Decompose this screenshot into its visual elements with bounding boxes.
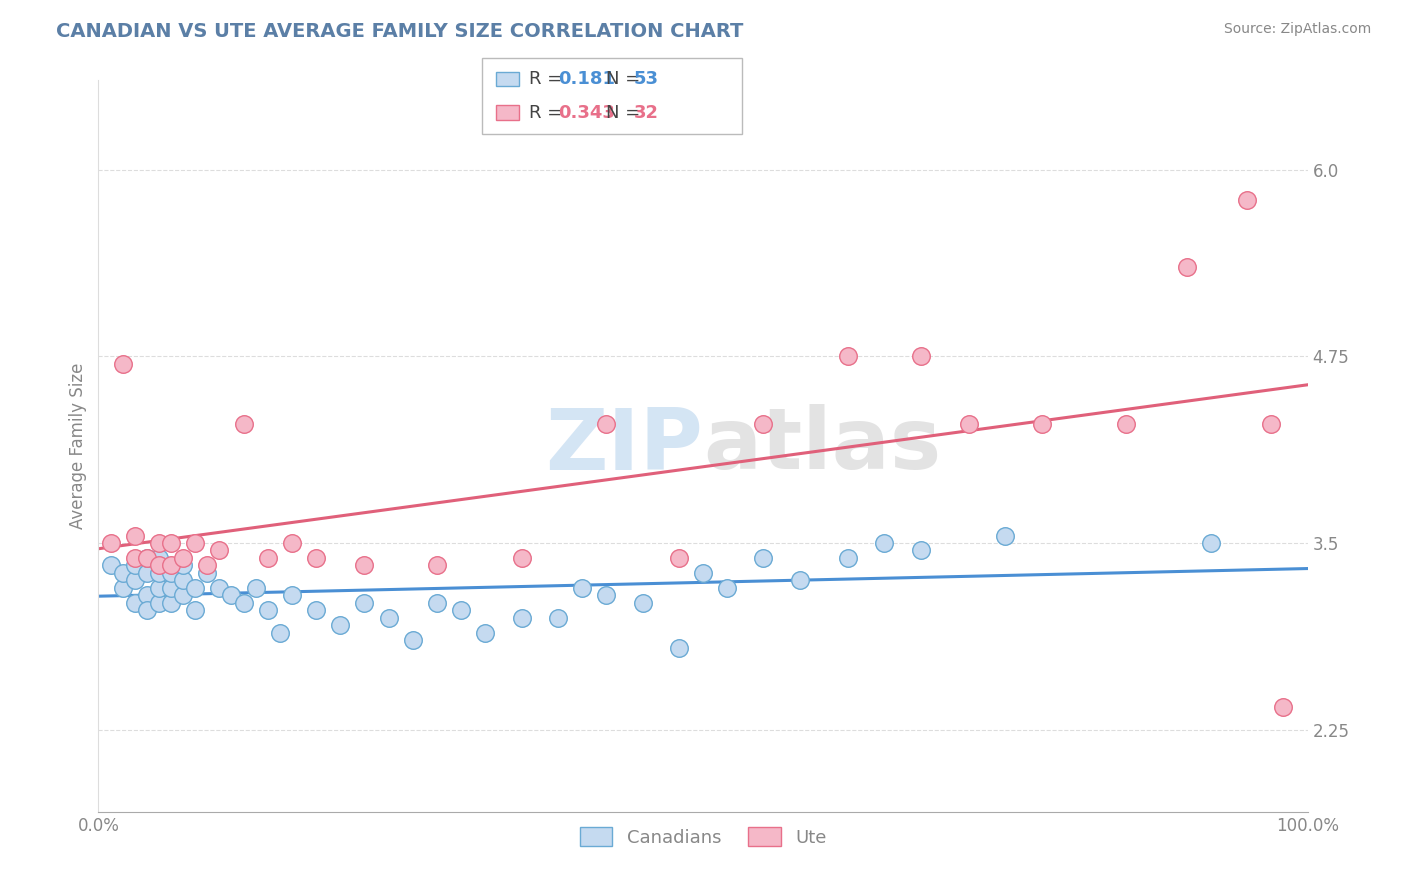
Text: N =: N = xyxy=(606,70,645,88)
Text: N =: N = xyxy=(606,103,645,121)
Point xyxy=(450,603,472,617)
Point xyxy=(135,566,157,580)
Point xyxy=(135,551,157,566)
Point xyxy=(100,558,122,573)
Text: R =: R = xyxy=(529,70,568,88)
Point xyxy=(752,417,775,431)
Point xyxy=(172,574,194,588)
Point xyxy=(510,551,533,566)
Point xyxy=(184,603,207,617)
Point xyxy=(184,536,207,550)
Point xyxy=(160,536,183,550)
Point xyxy=(124,558,146,573)
Point xyxy=(994,528,1017,542)
Point xyxy=(184,581,207,595)
Point xyxy=(305,603,328,617)
Point xyxy=(631,596,654,610)
Point xyxy=(160,596,183,610)
Point xyxy=(256,551,278,566)
Point xyxy=(571,581,593,595)
Point xyxy=(547,610,569,624)
Point xyxy=(595,417,617,431)
Point xyxy=(910,350,932,364)
Text: ZIP: ZIP xyxy=(546,404,703,488)
Point xyxy=(232,596,254,610)
Point xyxy=(1260,417,1282,431)
Point xyxy=(269,625,291,640)
Point xyxy=(100,536,122,550)
Point xyxy=(668,640,690,655)
Point xyxy=(221,588,243,602)
Text: CANADIAN VS UTE AVERAGE FAMILY SIZE CORRELATION CHART: CANADIAN VS UTE AVERAGE FAMILY SIZE CORR… xyxy=(56,22,744,41)
Point xyxy=(232,417,254,431)
Point xyxy=(148,551,170,566)
Point xyxy=(1175,260,1198,274)
Point xyxy=(752,551,775,566)
Point xyxy=(837,350,859,364)
Point xyxy=(148,566,170,580)
Point xyxy=(135,551,157,566)
Point xyxy=(402,633,425,648)
Point xyxy=(195,558,218,573)
Point xyxy=(172,558,194,573)
Point xyxy=(148,581,170,595)
Text: 0.181: 0.181 xyxy=(558,70,616,88)
Point xyxy=(111,357,134,371)
Point xyxy=(377,610,399,624)
Point xyxy=(281,588,304,602)
Point xyxy=(124,528,146,542)
Point xyxy=(208,581,231,595)
Point xyxy=(160,558,183,573)
Legend: Canadians, Ute: Canadians, Ute xyxy=(572,820,834,854)
Point xyxy=(692,566,714,580)
Point xyxy=(148,558,170,573)
Text: 32: 32 xyxy=(634,103,659,121)
Point xyxy=(595,588,617,602)
Point xyxy=(426,596,449,610)
Point xyxy=(329,618,352,632)
Point xyxy=(789,574,811,588)
Point xyxy=(148,536,170,550)
Point xyxy=(510,610,533,624)
Point xyxy=(135,588,157,602)
Point xyxy=(353,596,375,610)
Point xyxy=(1272,700,1295,714)
Point xyxy=(474,625,496,640)
Text: Source: ZipAtlas.com: Source: ZipAtlas.com xyxy=(1223,22,1371,37)
Point xyxy=(172,588,194,602)
Point xyxy=(281,536,304,550)
Point xyxy=(172,551,194,566)
Text: 0.343: 0.343 xyxy=(558,103,614,121)
Point xyxy=(305,551,328,566)
Point xyxy=(668,551,690,566)
Point xyxy=(353,558,375,573)
Text: R =: R = xyxy=(529,103,568,121)
Point xyxy=(124,551,146,566)
Point xyxy=(135,603,157,617)
Point xyxy=(716,581,738,595)
Point xyxy=(1199,536,1222,550)
Text: 53: 53 xyxy=(634,70,659,88)
Point xyxy=(195,566,218,580)
Point xyxy=(245,581,267,595)
Point xyxy=(1115,417,1137,431)
Point xyxy=(160,581,183,595)
Point xyxy=(111,566,134,580)
Text: atlas: atlas xyxy=(703,404,941,488)
Point xyxy=(426,558,449,573)
Point xyxy=(208,543,231,558)
Point xyxy=(256,603,278,617)
Point xyxy=(160,566,183,580)
Point xyxy=(124,574,146,588)
Point xyxy=(1236,193,1258,207)
Point xyxy=(111,581,134,595)
Point xyxy=(837,551,859,566)
Point xyxy=(1031,417,1053,431)
Point xyxy=(910,543,932,558)
Y-axis label: Average Family Size: Average Family Size xyxy=(69,363,87,529)
Point xyxy=(124,596,146,610)
Point xyxy=(148,596,170,610)
Point xyxy=(957,417,980,431)
Point xyxy=(873,536,896,550)
